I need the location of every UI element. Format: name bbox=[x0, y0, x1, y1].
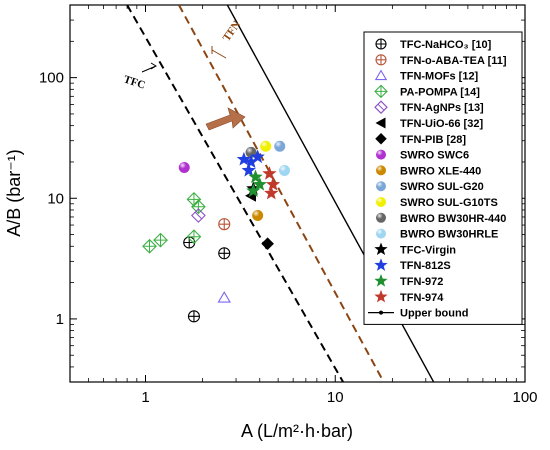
legend-marker-upper-bound bbox=[368, 310, 394, 315]
legend-label-tfn-mofs-12: TFN-MOFs [12] bbox=[400, 71, 479, 83]
improvement-arrow bbox=[205, 107, 246, 131]
point-tfn-972-2 bbox=[252, 176, 267, 191]
annotations: TFC TFN bbox=[122, 19, 246, 131]
point-swro-sul-g10ts-1 bbox=[260, 140, 272, 152]
x-tick-label: 10 bbox=[327, 389, 344, 406]
point-tfn-972-1 bbox=[248, 169, 263, 184]
point-pa-pompa-14-4 bbox=[186, 191, 202, 207]
legend-marker-tfn-812s bbox=[374, 258, 388, 271]
legend-label-bwro-bw30hrle: BWRO BW30HRLE bbox=[400, 229, 498, 241]
point-pa-pompa-14-2 bbox=[153, 232, 168, 248]
legend-marker-tfn-o-aba-tea-11 bbox=[375, 54, 387, 66]
point-tfn-812s-3 bbox=[241, 162, 256, 177]
point-tfn-mofs-12-1 bbox=[217, 291, 231, 303]
legend-marker-bwro-xle-440 bbox=[376, 165, 386, 176]
point-bwro-bw30hrle-1 bbox=[278, 164, 290, 176]
legend-marker-swro-swc6 bbox=[376, 149, 386, 160]
legend-label-swro-sul-g20: SWRO SUL-G20 bbox=[400, 181, 484, 193]
point-tfn-812s-2 bbox=[243, 154, 259, 169]
point-swro-sul-g20-1 bbox=[274, 140, 286, 152]
legend-label-swro-sul-g10ts: SWRO SUL-G10TS bbox=[400, 197, 498, 209]
legend-label-tfc-nahco-10: TFC-NaHCO₃ [10] bbox=[400, 39, 492, 51]
y-axis-title: A/B (bar⁻¹) bbox=[4, 149, 24, 237]
legend-label-tfn-pib-28: TFN-PIB [28] bbox=[400, 134, 466, 146]
tfc-annotation: TFC bbox=[122, 73, 147, 91]
legend-label-pa-pompa-14: PA-POMPA [14] bbox=[400, 86, 480, 98]
legend-label-swro-swc6: SWRO SWC6 bbox=[400, 150, 469, 162]
y-tick-label: 1 bbox=[56, 311, 64, 328]
point-bwro-xle-440-1 bbox=[252, 209, 264, 221]
legend-marker-bwro-bw30hr-440 bbox=[376, 212, 386, 223]
y-tick-label: 100 bbox=[39, 70, 64, 87]
legend-marker-tfn-agnps-13 bbox=[374, 100, 388, 114]
tfc-annotation-arrow bbox=[141, 62, 157, 73]
point-pa-pompa-14-1 bbox=[142, 238, 157, 254]
point-swro-swc6-1 bbox=[178, 161, 190, 173]
legend-label-tfn-972: TFN-972 bbox=[400, 276, 443, 288]
legend-marker-tfn-972 bbox=[374, 274, 388, 287]
tfn-line bbox=[178, 5, 385, 382]
y-tick-label: 10 bbox=[47, 190, 64, 207]
point-tfn-pib-28-1 bbox=[261, 237, 274, 251]
legend-label-tfn-o-aba-tea-11: TFN-o-ABA-TEA [11] bbox=[400, 55, 507, 67]
legend-marker-tfc-nahco-10 bbox=[375, 38, 387, 50]
point-pa-pompa-14-3 bbox=[186, 229, 202, 245]
x-tick-label: 100 bbox=[512, 389, 537, 406]
legend-label-bwro-bw30hr-440: BWRO BW30HR-440 bbox=[400, 213, 506, 225]
point-tfn-agnps-13-1 bbox=[191, 208, 206, 223]
legend-marker-tfc-virgin bbox=[374, 242, 388, 256]
legend-label-tfn-812s: TFN-812S bbox=[400, 260, 451, 272]
legend-label-tfn-uio-66-32: TFN-UiO-66 [32] bbox=[400, 118, 483, 130]
tfn-annotation: TFN bbox=[221, 19, 243, 44]
x-tick-label: 1 bbox=[141, 389, 149, 406]
legend: TFC-NaHCO₃ [10] TFN-o-ABA-TEA [11] TFN-MOF… bbox=[363, 31, 523, 325]
legend-marker-tfn-974 bbox=[374, 289, 388, 303]
tfn-annotation-arrow bbox=[211, 46, 227, 59]
legend-box bbox=[363, 31, 523, 325]
point-pa-pompa-14-5 bbox=[191, 199, 206, 215]
point-tfn-812s-4 bbox=[250, 149, 265, 164]
legend-label-tfn-974: TFN-974 bbox=[400, 292, 444, 304]
point-tfn-812s-1 bbox=[236, 151, 252, 166]
legend-label-bwro-xle-440: BWRO XLE-440 bbox=[400, 165, 481, 177]
legend-marker-pa-pompa-14 bbox=[374, 84, 388, 99]
legend-marker-swro-sul-g20 bbox=[376, 181, 386, 192]
legend-marker-tfn-mofs-12 bbox=[374, 69, 388, 81]
legend-label-tfn-agnps-13: TFN-AgNPs [13] bbox=[400, 102, 484, 114]
legend-marker-swro-sul-g10ts bbox=[376, 197, 386, 207]
legend-label-tfc-virgin: TFC-Virgin bbox=[400, 244, 456, 256]
point-tfn-972-3 bbox=[246, 183, 261, 198]
legend-marker-tfn-pib-28 bbox=[375, 133, 387, 145]
point-tfn-o-aba-tea-11-1 bbox=[218, 218, 231, 231]
plot-frame bbox=[69, 4, 526, 383]
legend-label-upper-bound: Upper bound bbox=[400, 308, 468, 320]
tfc-line bbox=[126, 5, 344, 382]
point-tfn-974-2 bbox=[265, 176, 281, 191]
point-tfc-nahco-10-2 bbox=[218, 247, 231, 260]
x-axis-title: A (L/m²·h·bar) bbox=[241, 421, 353, 441]
legend-marker-tfn-uio-66-32 bbox=[375, 117, 386, 129]
point-tfn-974-3 bbox=[264, 185, 279, 200]
legend-marker-bwro-bw30hrle bbox=[376, 228, 386, 239]
point-tfn-974-1 bbox=[262, 166, 277, 180]
data-points bbox=[142, 140, 290, 323]
point-tfc-nahco-10-3 bbox=[187, 310, 200, 323]
